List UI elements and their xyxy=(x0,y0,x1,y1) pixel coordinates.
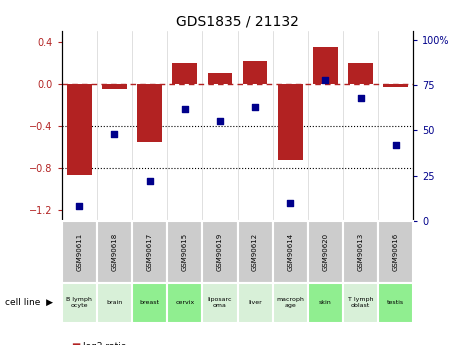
Text: GSM90615: GSM90615 xyxy=(182,233,188,271)
Title: GDS1835 / 21132: GDS1835 / 21132 xyxy=(176,14,299,29)
Text: GSM90611: GSM90611 xyxy=(76,233,82,271)
Text: cell line  ▶: cell line ▶ xyxy=(5,298,53,307)
Bar xyxy=(308,221,343,283)
Bar xyxy=(208,73,232,84)
Text: GSM90614: GSM90614 xyxy=(287,233,293,271)
Text: cervix: cervix xyxy=(175,300,194,305)
Bar xyxy=(243,61,267,84)
Point xyxy=(181,106,189,111)
Text: GSM90616: GSM90616 xyxy=(393,233,399,271)
Point xyxy=(322,77,329,82)
Bar xyxy=(102,84,127,89)
Point xyxy=(286,200,294,206)
Point xyxy=(146,178,153,184)
Text: testis: testis xyxy=(387,300,404,305)
Text: liposarc
oma: liposarc oma xyxy=(208,297,232,308)
Bar xyxy=(62,283,97,323)
Bar xyxy=(378,221,413,283)
Text: B lymph
ocyte: B lymph ocyte xyxy=(66,297,92,308)
Text: skin: skin xyxy=(319,300,332,305)
Bar xyxy=(278,84,303,160)
Bar xyxy=(67,84,92,176)
Point xyxy=(392,142,399,148)
Bar xyxy=(348,63,373,84)
Bar xyxy=(167,283,202,323)
Text: GSM90618: GSM90618 xyxy=(112,233,117,271)
Text: liver: liver xyxy=(248,300,262,305)
Bar xyxy=(167,221,202,283)
Bar xyxy=(238,221,273,283)
Point xyxy=(111,131,118,137)
Point xyxy=(76,204,83,209)
Bar xyxy=(172,63,197,84)
Text: log2 ratio: log2 ratio xyxy=(83,342,126,345)
Point xyxy=(216,119,224,124)
Text: GSM90619: GSM90619 xyxy=(217,233,223,271)
Text: macroph
age: macroph age xyxy=(276,297,304,308)
Text: brain: brain xyxy=(106,300,123,305)
Bar xyxy=(378,283,413,323)
Bar xyxy=(238,283,273,323)
Text: ■: ■ xyxy=(71,342,80,345)
Text: GSM90613: GSM90613 xyxy=(358,233,363,271)
Bar xyxy=(97,221,132,283)
Bar xyxy=(343,283,378,323)
Bar xyxy=(132,221,167,283)
Bar xyxy=(383,84,408,87)
Bar xyxy=(343,221,378,283)
Text: T lymph
oblast: T lymph oblast xyxy=(348,297,373,308)
Text: GSM90620: GSM90620 xyxy=(323,233,328,271)
Bar xyxy=(308,283,343,323)
Text: GSM90617: GSM90617 xyxy=(147,233,152,271)
Text: breast: breast xyxy=(140,300,160,305)
Bar xyxy=(62,221,97,283)
Bar xyxy=(137,84,162,142)
Point xyxy=(357,95,364,101)
Bar xyxy=(273,221,308,283)
Bar xyxy=(313,47,338,84)
Point xyxy=(251,104,259,110)
Bar xyxy=(202,221,238,283)
Bar xyxy=(97,283,132,323)
Bar xyxy=(273,283,308,323)
Text: GSM90612: GSM90612 xyxy=(252,233,258,271)
Bar xyxy=(202,283,238,323)
Bar xyxy=(132,283,167,323)
